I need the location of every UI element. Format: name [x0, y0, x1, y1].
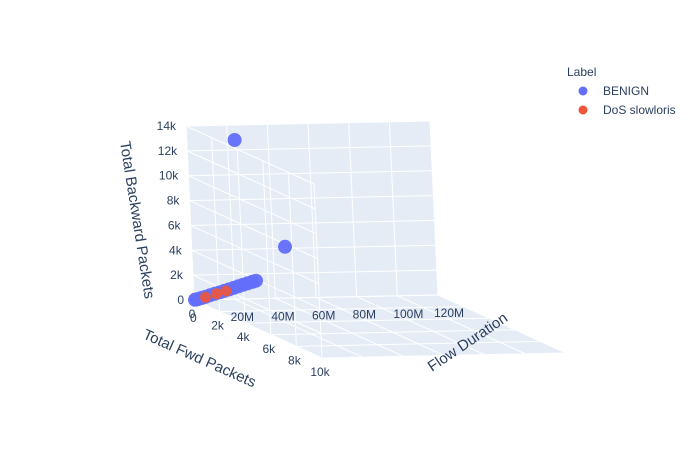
z-tick-label: 14k: [157, 119, 177, 133]
data-points: [188, 133, 292, 307]
z-grid-right: [191, 244, 436, 251]
x-tick-label: 2k: [211, 319, 225, 333]
tick-labels: 0 2k 4k 6k 8k 10k 0 20M 40M 60M 80M 100M 120M 0 2k 4k 6k…: [157, 119, 464, 379]
x-tick-label: 0: [189, 307, 196, 321]
point-benign: [249, 273, 263, 288]
y-grid-wall: [307, 123, 317, 298]
y-grid-floor: [234, 298, 363, 358]
y-grid-wall: [226, 125, 236, 300]
z-grid-left: [192, 274, 322, 334]
z-axis-title: Total Backward Packets: [116, 140, 158, 300]
z-grid-right: [187, 145, 432, 152]
z-tick-label: 8k: [167, 194, 181, 208]
legend-item-dos-slowloris[interactable]: DoS slowloris: [578, 103, 676, 117]
z-tick-label: 4k: [169, 243, 183, 257]
x-tick-label: 8k: [288, 353, 302, 367]
x-grid-wall: [236, 149, 246, 324]
y-tick-label: 20M: [231, 310, 254, 324]
x-grid-wall: [313, 183, 323, 359]
z-grid-right: [192, 269, 437, 276]
point-dos-slowloris: [220, 285, 232, 297]
y-tick-label: 80M: [353, 308, 376, 322]
y-grid-wall: [185, 125, 195, 301]
legend-item-benign[interactable]: BENIGN: [578, 84, 650, 98]
z-grid-right: [185, 120, 431, 127]
z-grid-left: [193, 299, 323, 359]
z-grid-left: [190, 224, 319, 284]
z-grid-right: [190, 219, 435, 226]
z-grid-right: [189, 195, 434, 202]
y-grid-floor: [437, 294, 567, 354]
x-tick-label: 10k: [310, 365, 330, 379]
legend-marker-dos-slowloris: [578, 105, 588, 115]
z-tick-label: 0: [177, 293, 184, 307]
point-dos-slowloris: [211, 288, 222, 300]
point-dos-slowloris: [200, 291, 211, 303]
x-grid-wall: [262, 160, 272, 335]
x-tick-label: 6k: [262, 342, 276, 356]
z-grid-left: [185, 125, 315, 185]
z-tick-label: 12k: [158, 144, 178, 158]
y-grid-wall: [266, 124, 276, 299]
z-grid-left: [186, 150, 316, 210]
y-grid-floor: [397, 295, 526, 355]
y-tick-label: 100M: [393, 307, 423, 321]
axis-panes: [186, 121, 566, 358]
y-tick-label: 0: [190, 311, 197, 325]
z-grid-left: [188, 175, 317, 235]
y-grid-floor: [275, 297, 404, 357]
z-grid-right: [188, 170, 433, 177]
y-grid-wall: [348, 122, 358, 297]
y-grid-wall: [429, 120, 439, 296]
z-tick-label: 2k: [170, 268, 184, 282]
legend-label-benign: BENIGN: [603, 84, 649, 98]
x-grid-wall: [287, 172, 297, 347]
legend-label-dos-slowloris: DoS slowloris: [603, 103, 676, 117]
legend-marker-benign: [578, 86, 588, 96]
z-tick-label: 10k: [159, 169, 179, 183]
z-tick-label: 6k: [168, 218, 182, 232]
y-tick-label: 120M: [434, 306, 464, 320]
y-grid-floor: [356, 296, 485, 356]
point-benign: [278, 239, 292, 254]
y-tick-label: 60M: [312, 309, 335, 323]
y-grid-floor: [315, 297, 445, 356]
point-benign: [227, 133, 242, 147]
x-tick-label: 4k: [237, 330, 251, 344]
y-tick-label: 40M: [271, 309, 294, 323]
z-grid-left: [189, 200, 318, 260]
grid-lines: [185, 120, 567, 359]
legend: Label BENIGN DoS slowloris: [567, 65, 676, 117]
legend-title: Label: [567, 65, 596, 79]
z-grid-right: [193, 294, 439, 301]
y-grid-wall: [388, 121, 398, 296]
